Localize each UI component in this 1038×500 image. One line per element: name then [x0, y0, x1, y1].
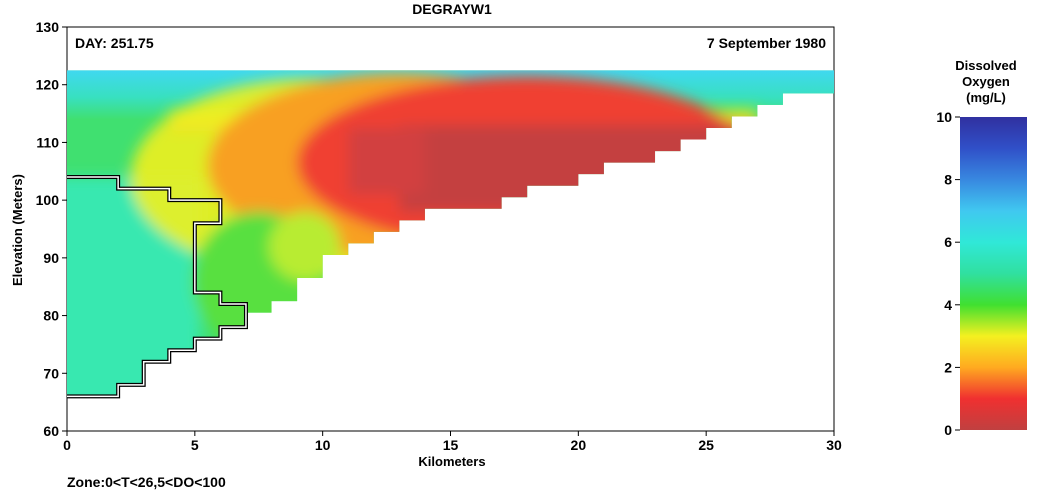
- colorbar-tick-label: 0: [944, 422, 952, 438]
- y-tick-label: 130: [36, 19, 60, 35]
- x-tick-label: 20: [571, 437, 587, 453]
- x-tick-label: 25: [698, 437, 714, 453]
- x-axis-title: Kilometers: [418, 454, 485, 469]
- colorbar: Dissolved Oxygen (mg/L) 0 2 4 6 8 10: [936, 58, 1027, 438]
- colorbar-tick-label: 10: [936, 109, 952, 125]
- colorbar-title-line-3: (mg/L): [966, 90, 1006, 105]
- colorbar-ticks: 0 2 4 6 8 10: [936, 109, 960, 438]
- x-axis: 0 5 10 15 20 25 30: [63, 431, 842, 453]
- y-tick-label: 110: [36, 134, 59, 150]
- x-tick-label: 15: [443, 437, 459, 453]
- colorbar-tick-label: 2: [944, 359, 952, 375]
- colorbar-tick-label: 4: [944, 297, 952, 313]
- y-tick-label: 120: [36, 77, 60, 93]
- colorbar-title-line-1: Dissolved: [955, 58, 1016, 73]
- date-label: 7 September 1980: [707, 35, 826, 51]
- colorbar-title-line-2: Oxygen: [962, 74, 1010, 89]
- zone-footer: Zone:0<T<26,5<DO<100: [67, 474, 226, 490]
- y-tick-label: 80: [43, 308, 59, 324]
- y-tick-label: 60: [43, 423, 59, 439]
- y-axis: 60 70 80 90 100 110 120 130: [36, 19, 67, 439]
- lower-yellow-lobe: [268, 211, 341, 281]
- y-tick-label: 70: [43, 365, 59, 381]
- x-tick-label: 0: [63, 437, 71, 453]
- colorbar-tick-label: 6: [944, 234, 952, 250]
- day-label: DAY: 251.75: [75, 35, 154, 51]
- y-tick-label: 100: [36, 192, 60, 208]
- colorbar-tick-label: 8: [944, 172, 952, 188]
- anoxic-core-west: [348, 128, 425, 195]
- chart-title: DEGRAYW1: [412, 1, 492, 17]
- y-tick-label: 90: [43, 250, 59, 266]
- y-axis-title: Elevation (Meters): [10, 174, 25, 286]
- x-tick-label: 10: [315, 437, 331, 453]
- colorbar-gradient: [960, 117, 1027, 430]
- zone-outline-inner: [67, 176, 247, 398]
- x-tick-label: 5: [191, 437, 199, 453]
- x-tick-label: 30: [826, 437, 842, 453]
